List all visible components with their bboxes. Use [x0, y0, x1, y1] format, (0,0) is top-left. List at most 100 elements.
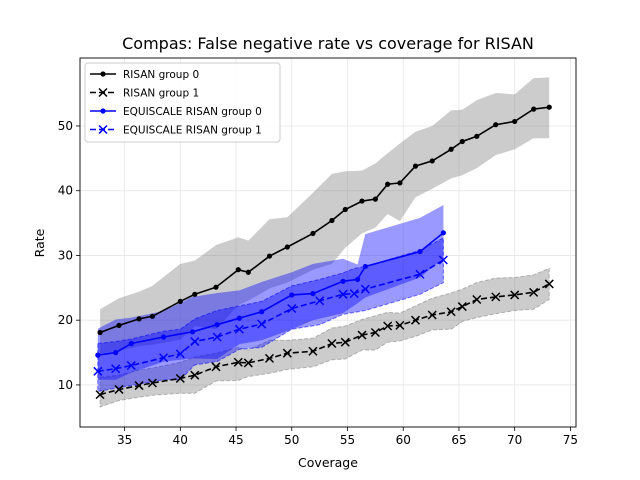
equiscale-risan-group-0-point: [113, 349, 119, 356]
risan-group-0-point: [192, 291, 198, 297]
equiscale-risan-group-1-point: [360, 284, 370, 294]
risan-group-0-point: [149, 313, 156, 319]
equiscale-risan-group-1-point: [126, 360, 136, 371]
equiscale-risan-group-0-point: [310, 291, 316, 297]
risan-group-0-point: [97, 329, 103, 336]
risan-group-0-point: [177, 298, 183, 305]
x-tick-label: 75: [563, 433, 578, 447]
risan-group-0-point: [493, 122, 499, 128]
risan-group-1-point: [340, 337, 350, 347]
equiscale-risan-group-1-point: [338, 289, 348, 299]
equiscale-risan-group-1-point: [190, 337, 200, 347]
risan-group-1-point: [233, 357, 243, 367]
equiscale-risan-group-0-point: [236, 315, 242, 321]
legend-entry: EQUISCALE RISAN group 1: [90, 125, 262, 137]
x-tick-label: 65: [451, 433, 466, 447]
equiscale-risan-group-0-point: [259, 309, 265, 315]
risan-group-1-point: [175, 373, 185, 383]
equiscale-risan-group-0-point: [417, 248, 423, 255]
legend-label: EQUISCALE RISAN group 0: [123, 106, 262, 118]
equiscale-risan-group-1-point: [175, 349, 185, 359]
risan-group-1-point: [472, 294, 482, 304]
legend-marker: [100, 71, 106, 77]
equiscale-risan-group-1-point: [287, 304, 297, 314]
risan-group-1-point: [491, 292, 501, 302]
risan-group-1-point: [114, 384, 124, 394]
risan-group-0-point: [235, 267, 241, 273]
y-tick-label: 40: [58, 184, 73, 198]
equiscale-risan-group-1-point: [159, 353, 169, 363]
y-axis-label: Rate: [32, 228, 47, 257]
risan-group-0-point: [116, 322, 122, 328]
risan-group-0-point: [213, 284, 219, 290]
risan-group-1-point: [327, 338, 337, 349]
equiscale-risan-group-1-point: [349, 289, 359, 299]
legend-entry: RISAN group 0: [90, 69, 199, 81]
risan-group-1-point: [190, 370, 200, 380]
y-axis-ticks: 10 20 30 40 50: [58, 119, 80, 392]
legend-label: EQUISCALE RISAN group 1: [123, 125, 262, 137]
risan-group-0-point: [546, 104, 552, 110]
series-markers: [93, 104, 554, 400]
risan-group-0-point: [429, 158, 435, 164]
risan-group-1-point: [410, 315, 421, 325]
legend: RISAN group 0 RISAN group 1 EQUISCALE RISA…: [84, 62, 281, 143]
risan-group-0-point: [342, 206, 348, 213]
x-tick-label: 70: [507, 433, 522, 447]
risan-group-1-point: [383, 321, 393, 331]
risan-group-1-point: [457, 302, 467, 312]
risan-group-0-point: [245, 269, 251, 275]
equiscale-risan-group-0-point: [440, 230, 446, 236]
legend-box: [84, 62, 281, 143]
equiscale-risan-group-0-point: [354, 276, 361, 282]
equiscale-risan-group-0-point: [160, 334, 167, 340]
equiscale-risan-group-1-line: [97, 259, 444, 373]
risan-group-0-point: [359, 198, 365, 204]
x-axis-ticks: 35 40 45 50 55 60 65 70 75: [117, 427, 578, 447]
risan-group-0-point: [474, 133, 480, 139]
equiscale-risan-group-1-point: [438, 255, 448, 265]
risan-group-1-point: [510, 290, 520, 300]
risan-group-1-point: [529, 287, 539, 297]
risan-group-1-point: [427, 310, 437, 320]
equiscale-risan-group-1-point: [111, 364, 121, 374]
risan-group-0-point: [397, 180, 403, 186]
x-tick-label: 50: [284, 433, 299, 447]
risan-group-0-point: [448, 146, 454, 152]
legend-entry: RISAN group 1: [90, 88, 199, 100]
risan-group-1-point: [147, 378, 157, 388]
risan-group-0-point: [329, 217, 335, 224]
y-tick-label: 10: [58, 378, 73, 392]
x-tick-label: 40: [173, 433, 188, 447]
risan-group-1-point: [446, 307, 456, 317]
risan-group-1-point: [264, 353, 275, 363]
risan-group-0-point: [372, 196, 378, 202]
risan-group-1-point: [243, 358, 253, 368]
plot-frame: [79, 57, 577, 428]
equiscale-risan-group-0-point: [340, 278, 346, 284]
x-axis-label: Coverage: [298, 455, 358, 470]
risan-group-1-point: [395, 320, 405, 330]
equiscale-risan-group-1-point: [315, 296, 325, 306]
equiscale-risan-group-0-band: [97, 205, 444, 380]
equiscale-risan-group-0-point: [289, 292, 295, 298]
equiscale-risan-group-0-point: [128, 340, 134, 347]
y-tick-label: 50: [58, 119, 73, 133]
risan-group-0-point: [385, 181, 391, 187]
legend-label: RISAN group 1: [123, 88, 199, 100]
risan-group-1-point: [544, 279, 554, 289]
risan-group-0-band: [100, 77, 550, 354]
equiscale-risan-group-1-point: [234, 324, 244, 334]
x-tick-label: 55: [340, 433, 355, 447]
equiscale-risan-group-1-point: [212, 332, 222, 342]
legend-marker: [98, 87, 108, 98]
risan-group-0-point: [459, 138, 465, 145]
risan-group-0-point: [310, 230, 316, 237]
risan-group-1-band: [99, 267, 550, 408]
risan-group-0-point: [412, 163, 419, 169]
risan-group-0-point: [531, 106, 537, 112]
risan-group-1-point: [95, 390, 105, 400]
risan-group-1-point: [134, 381, 144, 391]
confidence-bands: [97, 77, 550, 408]
